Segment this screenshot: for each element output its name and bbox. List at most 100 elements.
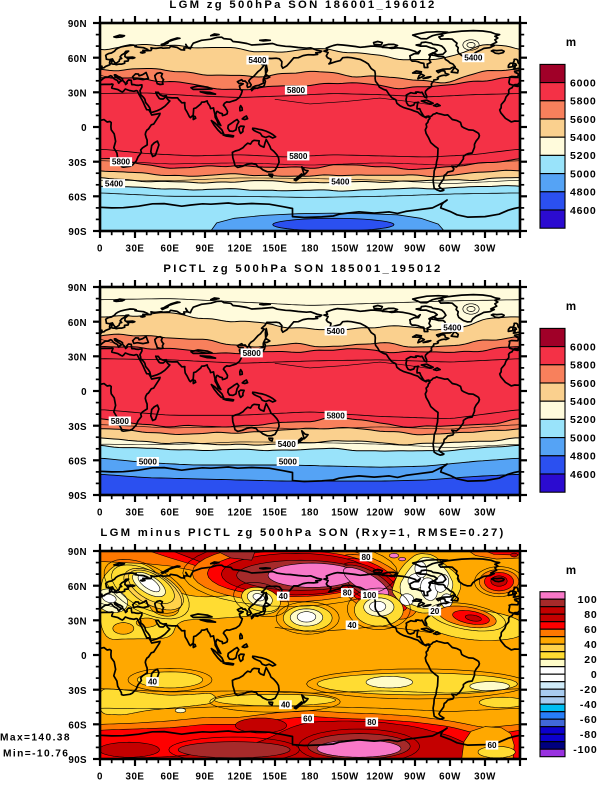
svg-text:120E: 120E [228,772,253,782]
svg-text:5400: 5400 [327,327,346,336]
svg-text:80: 80 [584,609,597,621]
svg-text:90N: 90N [68,19,87,30]
svg-text:120W: 120W [366,244,394,255]
svg-text:5000: 5000 [279,458,298,467]
svg-text:80: 80 [343,589,353,598]
svg-text:60E: 60E [161,508,180,519]
svg-text:40: 40 [584,639,597,651]
svg-text:5800: 5800 [289,152,308,161]
svg-text:60N: 60N [68,318,87,329]
svg-text:90S: 90S [68,227,87,238]
svg-text:60S: 60S [68,192,87,203]
svg-text:-100: -100 [573,744,597,756]
svg-text:90N: 90N [68,283,87,294]
svg-text:60: 60 [303,715,313,724]
svg-text:30W: 30W [474,244,496,255]
svg-text:60W: 60W [439,244,461,255]
svg-text:100: 100 [363,591,377,600]
svg-text:40: 40 [347,621,357,630]
svg-text:LGM minus PICTL zg 500hPa SON: LGM minus PICTL zg 500hPa SON (Rxy=1, RM… [100,527,505,539]
svg-text:60S: 60S [68,456,87,467]
svg-text:0: 0 [97,508,103,519]
svg-text:30N: 30N [68,616,87,627]
svg-text:40: 40 [279,592,289,601]
svg-text:6000: 6000 [570,77,597,89]
svg-text:180: 180 [301,772,319,782]
svg-text:30E: 30E [126,508,145,519]
svg-text:60: 60 [487,741,497,750]
svg-text:m: m [566,37,576,49]
svg-text:5400: 5400 [248,56,267,65]
svg-text:30E: 30E [126,244,145,255]
svg-text:5800: 5800 [287,86,306,95]
svg-text:40: 40 [281,701,291,710]
svg-text:5200: 5200 [570,414,597,426]
svg-text:150E: 150E [263,508,288,519]
svg-text:-80: -80 [580,729,598,741]
svg-text:30E: 30E [126,772,145,782]
svg-text:5400: 5400 [331,177,350,186]
svg-text:30W: 30W [474,508,496,519]
svg-text:m: m [566,565,576,577]
svg-text:6000: 6000 [570,341,597,353]
svg-text:30N: 30N [68,352,87,363]
svg-text:30W: 30W [474,772,496,782]
svg-text:120E: 120E [228,244,253,255]
svg-text:4800: 4800 [570,451,597,463]
svg-text:LGM zg 500hPa SON 186001_19601: LGM zg 500hPa SON 186001_196012 [169,0,436,11]
svg-text:60S: 60S [68,720,87,731]
svg-text:5800: 5800 [570,360,597,372]
svg-text:5200: 5200 [570,150,597,162]
svg-text:5800: 5800 [111,417,130,426]
svg-text:Min=-10.76: Min=-10.76 [3,749,69,760]
svg-text:90E: 90E [196,244,215,255]
svg-text:90W: 90W [404,772,426,782]
svg-text:5800: 5800 [327,411,346,420]
svg-text:90W: 90W [404,244,426,255]
svg-text:0: 0 [97,244,103,255]
svg-text:5000: 5000 [570,168,597,180]
svg-text:150E: 150E [263,244,288,255]
svg-text:60N: 60N [68,54,87,65]
svg-text:90E: 90E [196,508,215,519]
svg-text:20: 20 [584,654,597,666]
svg-text:30S: 30S [68,422,87,433]
svg-text:4600: 4600 [570,469,597,481]
svg-text:60W: 60W [439,772,461,782]
svg-text:80: 80 [361,553,371,562]
svg-text:60W: 60W [439,508,461,519]
svg-text:5600: 5600 [570,114,597,126]
svg-text:150E: 150E [263,772,288,782]
svg-text:5400: 5400 [464,54,483,63]
svg-text:60: 60 [584,624,597,636]
svg-text:5600: 5600 [570,378,597,390]
svg-text:5800: 5800 [243,349,262,358]
svg-text:0: 0 [591,669,598,681]
svg-text:80: 80 [367,718,377,727]
svg-text:120E: 120E [228,508,253,519]
svg-text:40: 40 [148,678,158,687]
svg-text:150W: 150W [331,772,359,782]
svg-text:90E: 90E [196,772,215,782]
svg-text:PICTL zg 500hPa SON 185001_195: PICTL zg 500hPa SON 185001_195012 [163,263,442,275]
svg-text:-40: -40 [580,699,598,711]
svg-text:-20: -20 [580,684,598,696]
svg-text:20: 20 [430,607,440,616]
svg-text:150W: 150W [331,244,359,255]
svg-text:0: 0 [97,772,103,782]
svg-text:60E: 60E [161,244,180,255]
svg-text:5400: 5400 [278,440,297,449]
svg-text:-60: -60 [580,714,598,726]
svg-text:60E: 60E [161,772,180,782]
svg-text:5000: 5000 [570,432,597,444]
svg-text:4800: 4800 [570,187,597,199]
svg-text:5400: 5400 [570,132,597,144]
svg-text:90W: 90W [404,508,426,519]
svg-text:5800: 5800 [112,158,131,167]
svg-text:120W: 120W [366,508,394,519]
svg-text:0: 0 [81,123,87,134]
svg-text:30N: 30N [68,88,87,99]
svg-text:150W: 150W [331,508,359,519]
svg-text:4600: 4600 [570,205,597,217]
svg-text:90S: 90S [68,755,87,766]
